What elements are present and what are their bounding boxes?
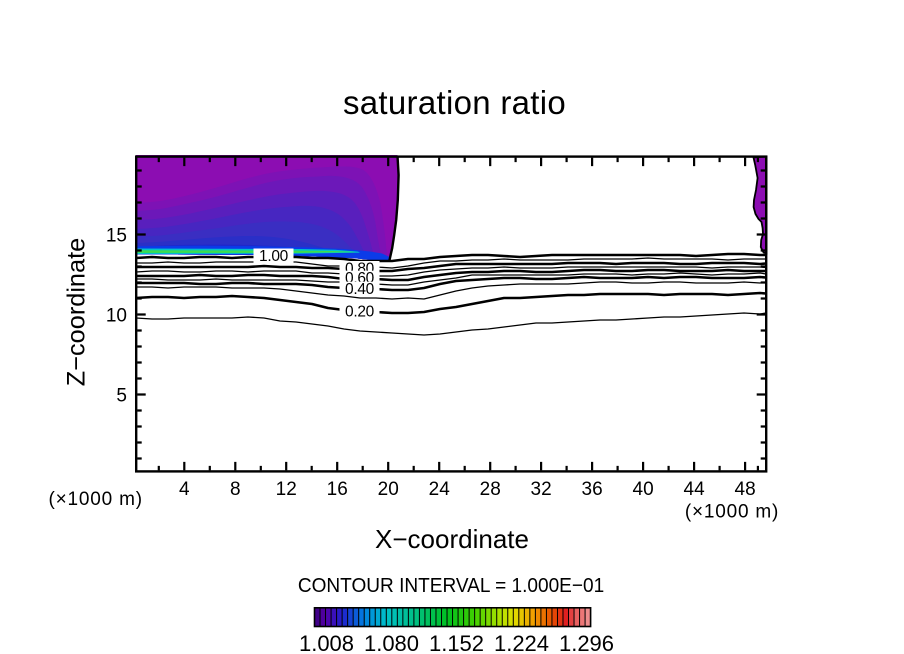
svg-text:24: 24 — [429, 479, 451, 500]
svg-text:16: 16 — [327, 479, 348, 500]
svg-text:48: 48 — [735, 479, 756, 500]
svg-text:(×1000 m): (×1000 m) — [49, 489, 143, 510]
svg-text:(×1000 m): (×1000 m) — [685, 502, 779, 523]
svg-text:15: 15 — [106, 225, 127, 246]
svg-text:20: 20 — [378, 479, 399, 500]
svg-text:1.008: 1.008 — [299, 631, 354, 654]
svg-text:40: 40 — [633, 479, 654, 500]
svg-text:1.00: 1.00 — [259, 248, 289, 265]
svg-text:4: 4 — [179, 479, 190, 500]
svg-text:X−coordinate: X−coordinate — [375, 524, 529, 554]
svg-text:1.152: 1.152 — [429, 631, 484, 654]
svg-text:36: 36 — [582, 479, 603, 500]
svg-text:0.40: 0.40 — [345, 281, 375, 298]
svg-text:1.296: 1.296 — [559, 631, 614, 654]
svg-text:0.20: 0.20 — [345, 304, 375, 321]
svg-text:8: 8 — [230, 479, 241, 500]
svg-text:28: 28 — [480, 479, 501, 500]
svg-text:1.080: 1.080 — [364, 631, 419, 654]
svg-text:1.224: 1.224 — [494, 631, 549, 654]
svg-text:12: 12 — [276, 479, 297, 500]
svg-text:saturation ratio: saturation ratio — [343, 84, 566, 121]
svg-text:CONTOUR INTERVAL = 1.000E−01: CONTOUR INTERVAL = 1.000E−01 — [298, 574, 604, 597]
svg-text:44: 44 — [684, 479, 706, 500]
svg-text:5: 5 — [116, 385, 127, 406]
svg-text:Z−coordinate: Z−coordinate — [63, 238, 91, 386]
svg-text:10: 10 — [106, 305, 127, 326]
svg-text:32: 32 — [531, 479, 552, 500]
